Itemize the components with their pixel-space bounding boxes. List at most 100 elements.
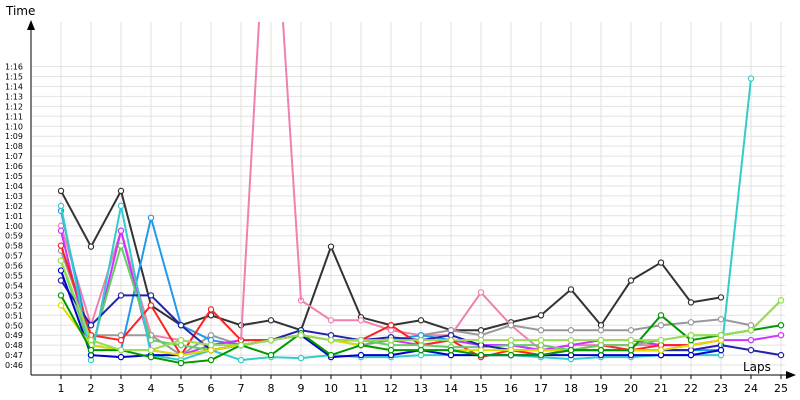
y-axis-title: Time xyxy=(5,4,35,18)
data-point xyxy=(297,354,305,362)
y-tick-label: 0:54 xyxy=(5,281,23,290)
data-point xyxy=(477,336,485,344)
y-tick-label: 1:16 xyxy=(5,63,23,72)
data-point xyxy=(117,353,125,361)
data-point xyxy=(627,327,635,334)
x-axis-arrow xyxy=(786,371,796,379)
x-tick-label: 1 xyxy=(58,382,65,395)
data-point xyxy=(57,277,65,284)
y-tick-label: 1:02 xyxy=(5,202,23,211)
data-point xyxy=(357,336,365,344)
data-point xyxy=(687,351,695,359)
data-point xyxy=(567,327,575,334)
x-tick-label: 20 xyxy=(624,382,638,395)
y-tick-label: 1:10 xyxy=(5,122,23,131)
x-tick-label: 21 xyxy=(654,382,668,395)
x-tick-label: 22 xyxy=(684,382,698,395)
data-point xyxy=(237,341,245,349)
data-point xyxy=(57,202,65,210)
data-point xyxy=(657,259,665,266)
x-tick-label: 5 xyxy=(178,382,185,395)
y-tick-label: 0:58 xyxy=(5,242,23,251)
data-point xyxy=(417,336,425,344)
axes: 0:460:470:480:490:500:510:520:530:540:55… xyxy=(5,20,796,395)
y-tick-label: 0:59 xyxy=(5,232,23,241)
x-tick-label: 11 xyxy=(354,382,368,395)
data-point xyxy=(507,322,515,329)
x-tick-label: 13 xyxy=(414,382,428,395)
data-point xyxy=(687,299,695,306)
data-point xyxy=(507,351,515,359)
data-point xyxy=(747,75,755,82)
data-point xyxy=(777,351,785,359)
data-point xyxy=(207,312,215,319)
data-point xyxy=(657,312,665,319)
data-point xyxy=(147,346,155,354)
series-line xyxy=(60,78,752,362)
data-point xyxy=(777,322,785,329)
data-point xyxy=(567,336,575,344)
data-point xyxy=(747,327,755,334)
y-tick-label: 0:55 xyxy=(5,272,23,281)
x-tick-label: 12 xyxy=(384,382,398,395)
data-point xyxy=(597,346,605,354)
x-tick-label: 24 xyxy=(744,382,758,395)
data-point xyxy=(447,346,455,354)
data-point xyxy=(597,336,605,344)
spike-up-line xyxy=(240,21,260,341)
x-tick-label: 17 xyxy=(534,382,548,395)
y-tick-label: 1:01 xyxy=(5,212,23,221)
y-tick-label: 0:50 xyxy=(5,321,23,330)
x-tick-label: 16 xyxy=(504,382,518,395)
data-point xyxy=(207,306,215,313)
spike-down-line xyxy=(282,21,302,301)
data-point xyxy=(357,351,365,359)
y-tick-label: 1:08 xyxy=(5,142,23,151)
x-tick-label: 7 xyxy=(238,382,245,395)
data-point xyxy=(177,322,185,329)
data-point xyxy=(597,327,605,334)
data-point xyxy=(117,242,125,249)
x-tick-label: 23 xyxy=(714,382,728,395)
data-point xyxy=(567,286,575,293)
data-point xyxy=(117,292,125,299)
data-point xyxy=(57,302,65,309)
data-point xyxy=(147,302,155,309)
data-point xyxy=(117,202,125,210)
data-point xyxy=(717,294,725,301)
data-point xyxy=(117,346,125,354)
data-point xyxy=(627,346,635,354)
data-point xyxy=(207,341,215,349)
data-point xyxy=(297,332,305,339)
x-tick-label: 3 xyxy=(118,382,125,395)
y-tick-label: 1:06 xyxy=(5,162,23,171)
y-axis-arrow xyxy=(27,20,35,30)
data-point xyxy=(57,227,65,234)
data-point xyxy=(57,267,65,274)
data-point xyxy=(147,292,155,299)
y-tick-label: 1:12 xyxy=(5,102,23,111)
y-tick-label: 1:04 xyxy=(5,182,23,191)
data-point xyxy=(87,336,95,344)
data-point xyxy=(387,322,395,329)
y-tick-label: 1:14 xyxy=(5,82,23,91)
data-point xyxy=(417,346,425,354)
data-point xyxy=(57,292,65,299)
x-tick-label: 6 xyxy=(208,382,215,395)
x-axis-title: Laps xyxy=(743,360,771,374)
data-point xyxy=(687,332,695,339)
data-point xyxy=(357,317,365,324)
data-point xyxy=(477,289,485,296)
data-point xyxy=(57,242,65,249)
data-point xyxy=(117,187,125,195)
y-tick-label: 0:52 xyxy=(5,301,23,310)
data-point xyxy=(537,336,545,344)
data-point xyxy=(717,332,725,339)
x-tick-label: 2 xyxy=(88,382,95,395)
data-point xyxy=(327,317,335,324)
data-point xyxy=(87,346,95,354)
y-tick-label: 1:00 xyxy=(5,222,23,231)
data-point xyxy=(567,346,575,354)
x-tick-label: 25 xyxy=(774,382,788,395)
